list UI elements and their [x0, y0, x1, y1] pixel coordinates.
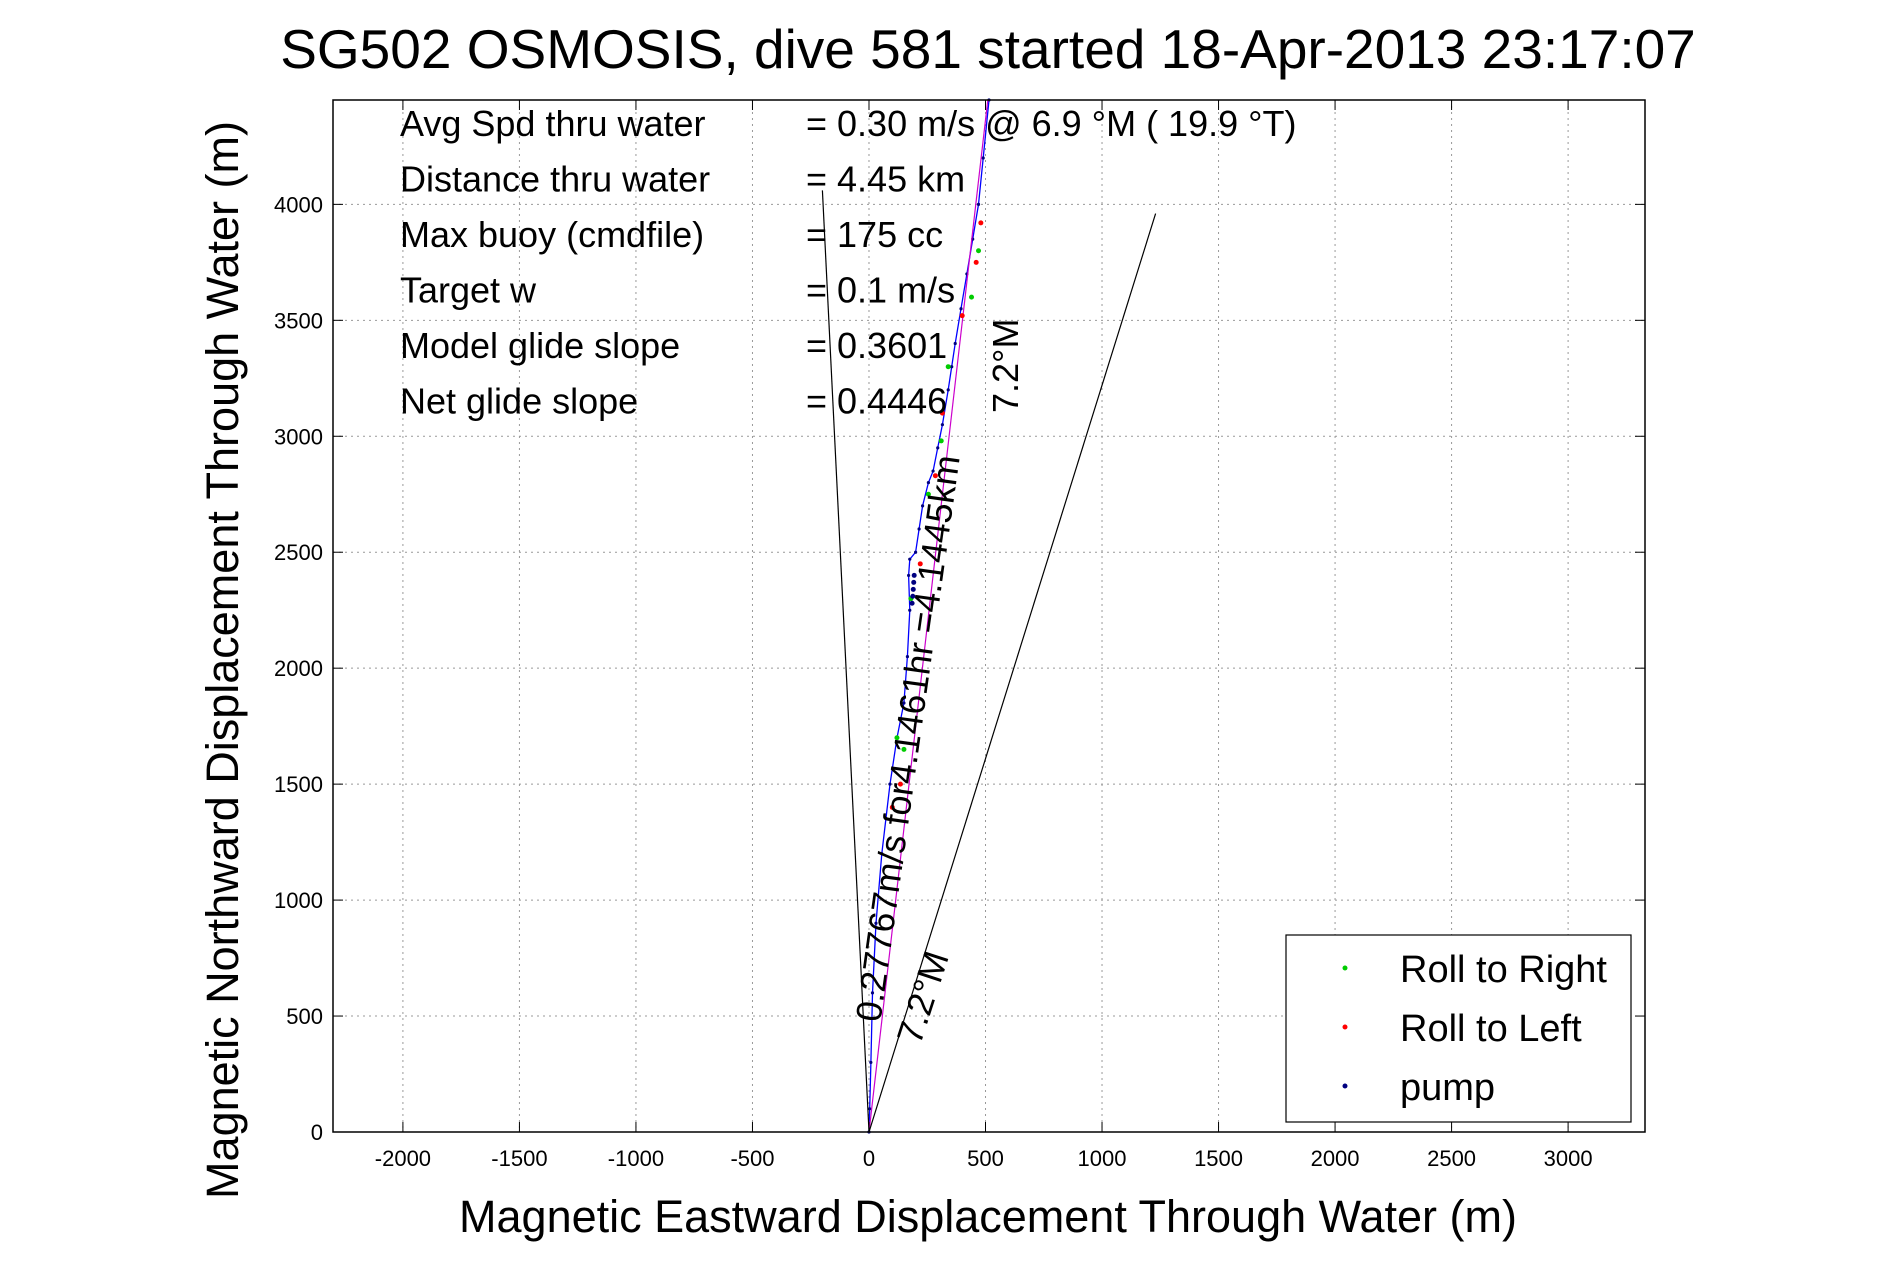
track-vertex — [888, 782, 892, 786]
legend: Roll to Right Roll to Left pump — [1285, 934, 1632, 1123]
roll-right-point — [945, 364, 951, 370]
stat-value: = 0.4446 — [806, 381, 947, 422]
legend-marker — [1342, 965, 1348, 971]
stat-label: Model glide slope — [400, 325, 680, 366]
x-tick-label: 2000 — [1311, 1146, 1360, 1171]
track-vertex — [981, 156, 985, 160]
chart-title: SG502 OSMOSIS, dive 581 started 18-Apr-2… — [280, 18, 1696, 80]
y-tick-label: 1000 — [274, 888, 323, 913]
stat-value: = 0.3601 — [806, 325, 947, 366]
stat-value: = 0.1 m/s — [806, 270, 955, 311]
stats-block: Avg Spd thru water = 0.30 m/s @ 6.9 °M ( … — [400, 103, 1297, 422]
series-layer — [821, 98, 1157, 1134]
roll-left-point — [932, 473, 938, 479]
pump-point — [909, 600, 915, 606]
x-tick-label: -1500 — [491, 1146, 547, 1171]
y-tick-label: 4000 — [274, 192, 323, 217]
y-tick-label: 3000 — [274, 424, 323, 449]
track-vertex — [917, 527, 921, 531]
x-tick-label: 1500 — [1194, 1146, 1243, 1171]
stat-label: Net glide slope — [400, 381, 638, 422]
heading-label-top: 7.2°M — [985, 319, 1026, 413]
roll-right-point — [938, 438, 944, 444]
track-vertex — [920, 504, 925, 508]
y-axis-label: Magnetic Northward Displacement Through … — [197, 121, 248, 1199]
y-tick-label: 500 — [286, 1004, 323, 1029]
stat-value: = 4.45 km — [806, 159, 965, 200]
pump-point — [910, 586, 916, 592]
x-tick-label: -2000 — [375, 1146, 431, 1171]
stat-label: Target w — [400, 270, 537, 311]
legend-marker — [1342, 1024, 1348, 1030]
roll-right-point — [925, 491, 931, 497]
heading-cone-left-line — [821, 190, 870, 1133]
y-tick-label: 0 — [311, 1120, 323, 1145]
track-vertex — [913, 550, 918, 554]
roll-left-point — [959, 313, 965, 319]
track-vertex — [874, 921, 878, 925]
x-tick-label: 1000 — [1078, 1146, 1127, 1171]
roll-right-point — [976, 248, 982, 254]
roll-left-point — [978, 220, 984, 226]
track-vertex — [950, 365, 954, 369]
track-vertex — [880, 852, 884, 856]
track-vertex — [953, 341, 957, 346]
track-vertex — [946, 388, 950, 392]
track-vertex — [931, 469, 935, 473]
y-tick-label: 1500 — [274, 772, 323, 797]
track-vertex — [905, 654, 910, 659]
roll-right-point — [894, 735, 900, 741]
track-vertex — [908, 608, 912, 612]
x-tick-label: 3000 — [1544, 1146, 1593, 1171]
y-tick-label: 2500 — [274, 540, 323, 565]
legend-label: Roll to Right — [1400, 949, 1607, 991]
x-tick-label: -500 — [730, 1146, 774, 1171]
track-vertex — [870, 991, 875, 995]
stat-value: = 175 cc — [806, 214, 943, 255]
legend-label: Roll to Left — [1400, 1008, 1582, 1050]
track-vertex — [907, 573, 911, 578]
plot-frame — [332, 99, 1646, 1133]
roll-left-point — [939, 410, 945, 416]
roll-right-point — [969, 294, 975, 300]
track-vertex — [940, 423, 944, 427]
pump-point — [910, 593, 916, 599]
y-tick-label: 3500 — [274, 308, 323, 333]
stat-label: Max buoy (cmdfile) — [400, 214, 704, 255]
x-axis-label: Magnetic Eastward Displacement Through W… — [459, 1191, 1517, 1242]
x-tick-label: 0 — [863, 1146, 875, 1171]
y-tick-label: 2000 — [274, 656, 323, 681]
track-vertex — [959, 307, 963, 311]
track-vertex — [908, 557, 912, 561]
tick-layer: -2000 -1500 -1000 -500 0 500 1000 1500 2000 2500 3… — [274, 100, 1645, 1171]
heading-cone-right-line — [868, 213, 1157, 1133]
x-tick-label: 2500 — [1427, 1146, 1476, 1171]
pump-point — [911, 572, 917, 578]
pump-point — [911, 579, 917, 585]
track-vertex — [926, 481, 931, 485]
stat-label: Distance thru water — [400, 159, 710, 200]
track-vertex — [868, 1107, 872, 1111]
stat-label: Avg Spd thru water — [400, 103, 706, 144]
stat-value: = 0.30 m/s @ 6.9 °M ( 19.9 °T) — [806, 103, 1297, 144]
x-tick-label: 500 — [967, 1146, 1004, 1171]
track-vertex — [976, 202, 981, 206]
x-tick-label: -1000 — [608, 1146, 664, 1171]
roll-left-point — [973, 259, 979, 265]
roll-left-point — [897, 781, 903, 787]
track-vertex — [869, 1060, 873, 1065]
legend-marker — [1342, 1083, 1348, 1089]
track-vertex — [936, 446, 940, 450]
roll-left-point — [889, 804, 895, 810]
course-line-line — [868, 99, 989, 1133]
roll-left-point — [917, 561, 923, 567]
legend-label: pump — [1400, 1067, 1495, 1109]
track-vertex — [902, 701, 906, 705]
roll-right-point — [901, 746, 907, 752]
